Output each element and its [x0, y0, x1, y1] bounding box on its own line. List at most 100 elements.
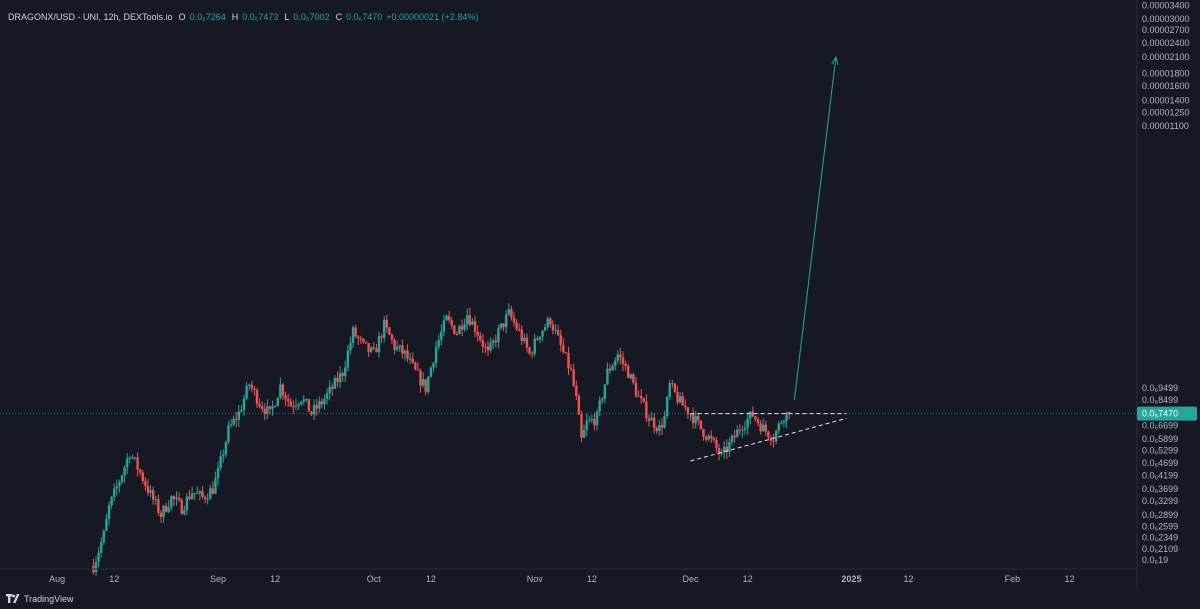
candle: [102, 529, 106, 545]
candle-body: [245, 385, 248, 399]
candle: [144, 477, 147, 491]
candle-body: [229, 424, 233, 426]
candle-body: [237, 411, 241, 420]
candle: [185, 492, 189, 516]
candle-body: [637, 395, 640, 397]
high-value: 0.0₆7473: [242, 12, 279, 22]
candle-body: [699, 420, 703, 429]
candle-body: [424, 379, 427, 392]
candle: [398, 344, 401, 353]
candle-body: [144, 480, 147, 486]
candle-body: [650, 417, 653, 421]
candle-body: [603, 384, 607, 399]
candle-body: [697, 415, 700, 421]
candle-body: [159, 512, 163, 517]
symbol-label[interactable]: DRAGONX/USD - UNI, 12h, DEXTools.io: [8, 12, 173, 22]
candle-body: [489, 342, 492, 351]
candle: [419, 368, 422, 393]
candle: [756, 416, 760, 427]
candle: [725, 439, 729, 459]
candle-body: [642, 398, 645, 402]
close-value: 0.0₆7470: [346, 12, 383, 22]
candle: [774, 429, 778, 445]
candle-body: [118, 482, 121, 487]
candle: [593, 412, 596, 431]
candle-body: [437, 339, 440, 347]
candle-body: [206, 499, 209, 501]
candle-body: [286, 398, 290, 402]
candle: [250, 380, 254, 393]
candle-body: [761, 424, 765, 432]
candle: [276, 397, 279, 407]
candle-body: [357, 336, 360, 339]
candle: [206, 493, 209, 505]
candle-body: [507, 309, 510, 315]
candle: [100, 537, 103, 558]
candle: [232, 415, 235, 426]
time-tick-label: 12: [743, 574, 753, 584]
candle-body: [466, 315, 469, 325]
candle: [263, 403, 266, 421]
candle: [107, 501, 111, 526]
candle-body: [185, 496, 189, 511]
candle-body: [414, 362, 417, 370]
candle-body: [190, 493, 194, 500]
price-tick-label: 0.00001400: [1142, 95, 1190, 105]
candle-body: [232, 418, 235, 425]
candle-body: [772, 440, 775, 442]
candle-body: [546, 318, 549, 328]
candle-body: [183, 510, 186, 514]
candle: [281, 382, 285, 401]
candle: [216, 461, 220, 486]
candle: [209, 484, 212, 500]
candle: [562, 337, 565, 355]
candle: [406, 344, 409, 363]
candle-body: [523, 337, 526, 341]
candle-body: [774, 430, 778, 442]
candle-body: [528, 347, 531, 354]
candle: [175, 491, 178, 506]
candle: [172, 495, 176, 506]
candle-body: [549, 318, 552, 325]
candle: [349, 336, 352, 355]
candle-body: [442, 320, 446, 332]
candle-body: [447, 315, 451, 320]
time-axis[interactable]: Aug 12 Sep 12 Oct 12 Nov 12 Dec 12 2025 12 Feb 12: [49, 574, 1074, 584]
candle-body: [346, 350, 350, 368]
candle-body: [502, 323, 505, 327]
candle: [136, 452, 139, 477]
candle: [164, 502, 168, 513]
candle: [733, 429, 736, 443]
candle-body: [227, 425, 230, 443]
candle: [344, 360, 347, 383]
candle: [260, 401, 264, 413]
candle-body: [115, 486, 119, 489]
candle-body: [455, 333, 459, 335]
tradingview-logo[interactable]: TradingView: [6, 594, 74, 604]
candle: [336, 371, 339, 388]
candle: [128, 456, 131, 463]
candle-body: [149, 490, 152, 493]
candle-body: [344, 367, 347, 377]
candle: [533, 333, 536, 357]
time-tick-label: 12: [270, 574, 280, 584]
candle: [603, 384, 607, 404]
price-tick-label: 0.0₆8499: [1142, 395, 1178, 405]
candle: [279, 377, 282, 400]
candle-body: [367, 343, 370, 352]
candle-body: [403, 350, 407, 354]
candle-body: [297, 404, 300, 406]
candle-body: [569, 368, 573, 370]
candle: [224, 440, 228, 458]
candle-body: [676, 392, 679, 403]
candle: [395, 340, 399, 352]
candle: [390, 333, 394, 345]
candle: [717, 443, 721, 461]
tradingview-name: TradingView: [24, 593, 74, 604]
price-tick-label: 0.00001800: [1142, 69, 1190, 79]
candle: [473, 315, 477, 338]
candle-body: [458, 325, 461, 335]
candle: [229, 418, 233, 428]
